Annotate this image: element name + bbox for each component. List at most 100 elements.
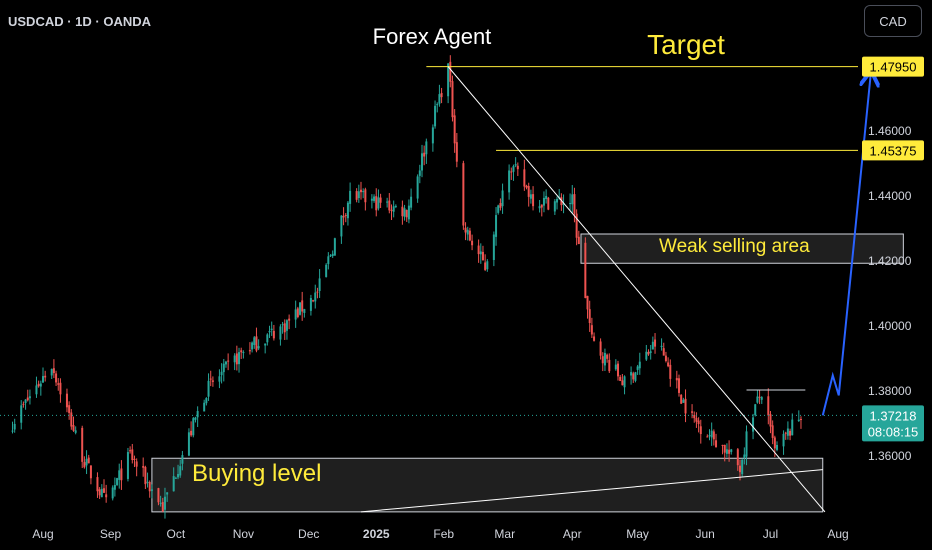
candle-body <box>238 352 241 365</box>
candle-body <box>789 430 792 436</box>
candle-body <box>632 373 635 380</box>
candle-body <box>577 236 580 245</box>
candle-body <box>699 426 702 435</box>
weak-selling-area-label: Weak selling area <box>659 236 810 257</box>
candle-body <box>416 176 419 199</box>
candle-body <box>682 399 685 403</box>
projection-arrow <box>821 75 871 416</box>
candle-body <box>316 291 319 293</box>
candle-body <box>96 477 99 492</box>
candle-body <box>617 363 620 377</box>
candle-body <box>98 489 101 496</box>
candle-body <box>540 204 543 208</box>
candle-body <box>425 141 428 155</box>
x-tick-label: Jun <box>695 527 714 541</box>
candle-body <box>436 104 439 106</box>
candle-body <box>693 414 696 419</box>
candle-body <box>647 351 650 355</box>
candle-body <box>634 372 637 381</box>
candle-body <box>55 373 58 383</box>
candle-body <box>318 278 321 292</box>
price-badge-current-countdown: 08:08:15 <box>868 424 919 439</box>
candle-body <box>331 253 334 257</box>
candle-body <box>220 371 223 376</box>
price-badge-level-2-bg <box>862 140 924 161</box>
candle-body <box>410 196 413 208</box>
x-tick-label: Jul <box>763 527 778 541</box>
candle-body <box>512 166 515 172</box>
candle-body <box>532 194 535 207</box>
candle-body <box>28 396 31 399</box>
candle-body <box>120 468 123 481</box>
candle-body <box>730 449 733 452</box>
candle-body <box>545 195 548 200</box>
candle-body <box>26 397 29 401</box>
candle-body <box>776 444 779 450</box>
candle-body <box>791 419 794 436</box>
candle-body <box>364 189 367 203</box>
candle-body <box>645 351 648 360</box>
candle-body <box>466 229 469 235</box>
candle-body <box>224 361 227 365</box>
candle-body <box>784 432 787 434</box>
candle-body <box>187 432 190 456</box>
candle-body <box>510 171 513 173</box>
candle-body <box>725 449 728 454</box>
candle-body <box>492 234 495 261</box>
candle-body <box>144 467 147 485</box>
candle-body <box>484 262 487 270</box>
candle-body <box>74 430 77 433</box>
candle-body <box>501 190 504 207</box>
y-tick-label: 1.42000 <box>868 254 912 268</box>
candle-body <box>375 196 378 211</box>
candle-body <box>248 350 251 352</box>
candle-body <box>392 206 395 212</box>
candle-body <box>736 449 739 466</box>
candle-body <box>131 449 134 461</box>
candle-body <box>584 242 587 298</box>
candle-body <box>403 208 406 217</box>
candle-body <box>129 450 132 452</box>
candle-body <box>11 430 14 432</box>
candle-body <box>222 363 225 373</box>
candle-body <box>268 331 271 333</box>
candle-body <box>166 492 169 495</box>
candle-body <box>462 163 465 226</box>
candle-body <box>44 375 47 378</box>
candle-body <box>39 383 42 387</box>
candle-body <box>799 418 802 420</box>
x-tick-label: Aug <box>32 527 53 541</box>
currency-button[interactable]: CAD <box>864 5 922 37</box>
candle-body <box>68 405 71 413</box>
target-label: Target <box>647 29 725 60</box>
candle-body <box>407 205 410 220</box>
candle-body <box>464 227 467 233</box>
candle-body <box>715 440 718 448</box>
candle-body <box>738 465 741 473</box>
candle-body <box>599 341 602 356</box>
candle-body <box>85 458 88 466</box>
trendline-2 <box>360 469 823 513</box>
candle-body <box>329 255 332 257</box>
candle-body <box>527 186 530 197</box>
x-tick-label: Oct <box>167 527 186 541</box>
candle-body <box>240 350 243 353</box>
candle-body <box>621 380 624 386</box>
candle-body <box>573 194 576 214</box>
candle-body <box>253 337 256 345</box>
candle-body <box>386 201 389 203</box>
candle-body <box>767 396 770 416</box>
candle-body <box>754 404 757 416</box>
candle-body <box>434 105 437 127</box>
candle-body <box>481 251 484 261</box>
price-badge-level-2: 1.45375 <box>870 143 917 158</box>
candle-body <box>211 380 214 382</box>
candle-body <box>706 436 709 438</box>
candle-body <box>769 414 772 427</box>
candle-body <box>455 142 458 162</box>
candle-body <box>194 417 197 420</box>
candle-body <box>87 457 90 464</box>
candle-body <box>741 459 744 475</box>
candle-body <box>499 203 502 208</box>
